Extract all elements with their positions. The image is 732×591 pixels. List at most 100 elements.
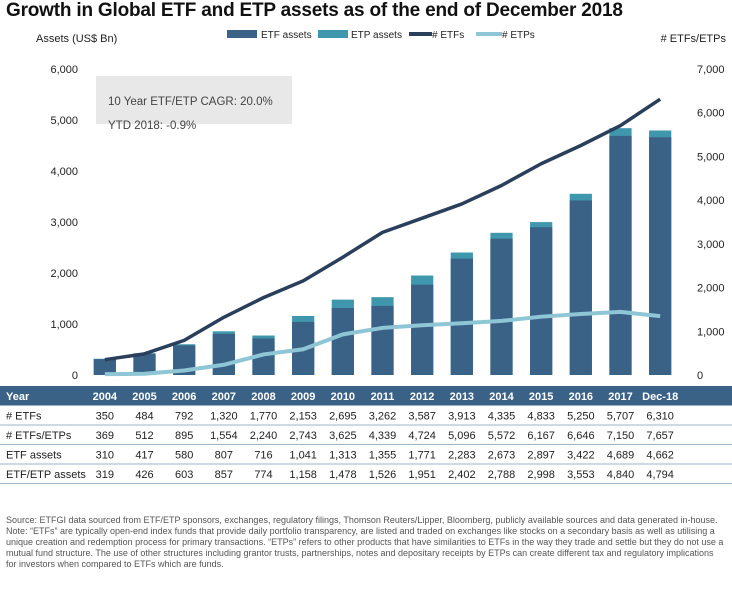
table-cell: 1,478 — [329, 469, 357, 481]
bar-etf-assets — [371, 305, 394, 375]
table-cell: 417 — [135, 450, 153, 462]
y-tick-label: 3,000 — [50, 217, 78, 229]
table-cell: 310 — [96, 450, 114, 462]
y2-tick-label: 6,000 — [697, 108, 725, 120]
table-cell: 5,250 — [567, 411, 595, 423]
table-header-year: 2007 — [212, 391, 236, 403]
table-cell: 484 — [135, 411, 153, 423]
table-header-year: 2011 — [371, 391, 395, 403]
table-header-year: 2012 — [410, 391, 434, 403]
legend-label-etp-assets: ETP assets — [351, 30, 402, 41]
table-cell: 6,310 — [646, 411, 674, 423]
table-cell: 4,724 — [408, 430, 436, 442]
table-row-label: # ETFs — [6, 411, 42, 423]
table-header-year: 2015 — [529, 391, 553, 403]
bar-etf-assets — [530, 227, 553, 375]
table-cell: 774 — [254, 469, 272, 481]
legend-swatch-etf-assets — [227, 30, 257, 38]
table-header-year: Dec-18 — [642, 391, 678, 403]
table-header-year: 2013 — [450, 391, 474, 403]
table-cell: 4,833 — [527, 411, 555, 423]
table-cell: 3,422 — [567, 450, 595, 462]
table-cell: 426 — [135, 469, 153, 481]
table-cell: 6,167 — [527, 430, 555, 442]
table-cell: 4,840 — [607, 469, 635, 481]
table-header-year: 2014 — [489, 391, 514, 403]
bar-etf-assets — [450, 258, 473, 375]
bar-etf-assets — [609, 135, 632, 375]
bar-etf-assets — [569, 200, 592, 375]
line-etps-count — [104, 309, 661, 377]
table-cell: 1,951 — [408, 469, 436, 481]
bar-etf-assets — [93, 359, 116, 375]
table-cell: 2,788 — [488, 469, 516, 481]
table-cell: 512 — [135, 430, 153, 442]
table-cell: 857 — [215, 469, 233, 481]
table-header-year: 2010 — [331, 391, 355, 403]
table-header-label: Year — [6, 391, 30, 403]
table-cell: 4,794 — [646, 469, 674, 481]
y-tick-label: 0 — [72, 370, 78, 382]
table-cell: 5,572 — [488, 430, 516, 442]
table-cell: 2,283 — [448, 450, 476, 462]
bar-etf-assets — [133, 353, 156, 375]
chart: Assets (US$ Bn) # ETFs/ETPs ETF assets ETP … — [0, 30, 732, 484]
table-cell: 3,587 — [408, 411, 436, 423]
table-cell: 7,150 — [607, 430, 635, 442]
bar-etf-assets — [490, 238, 513, 375]
table-cell: 3,913 — [448, 411, 476, 423]
table-cell: 2,402 — [448, 469, 476, 481]
bar-etf-assets — [649, 137, 672, 375]
table-cell: 5,707 — [607, 411, 635, 423]
y2-tick-label: 5,000 — [697, 151, 725, 163]
table-header-year: 2009 — [291, 391, 315, 403]
table-cell: 895 — [175, 430, 193, 442]
table-header-row — [0, 386, 732, 406]
y2-tick-label: 3,000 — [697, 239, 725, 251]
table-cell: 7,657 — [646, 430, 674, 442]
y2-tick-label: 1,000 — [697, 326, 725, 338]
table-cell: 1,041 — [289, 450, 317, 462]
y-tick-label: 2,000 — [50, 268, 78, 280]
y-tick-label: 5,000 — [50, 115, 78, 127]
bar-etf-assets — [252, 338, 275, 375]
table-cell: 807 — [215, 450, 233, 462]
bar-etf-assets — [411, 284, 434, 375]
bar-etf-assets — [331, 308, 354, 375]
table-cell: 1,158 — [289, 469, 317, 481]
table-cell: 1,771 — [408, 450, 436, 462]
table-header-year: 2016 — [569, 391, 593, 403]
y2-axis-title: # ETFs/ETPs — [661, 33, 727, 45]
table-cell: 4,662 — [646, 450, 674, 462]
table-cell: 3,625 — [329, 430, 357, 442]
table-cell: 4,689 — [607, 450, 635, 462]
table-cell: 1,770 — [250, 411, 278, 423]
table-cell: 2,153 — [289, 411, 317, 423]
y-tick-label: 1,000 — [50, 319, 78, 331]
annotation-cagr: 10 Year ETF/ETP CAGR: 20.0% — [108, 96, 273, 108]
source-notes: Source: ETFGI data sourced from ETF/ETP … — [6, 515, 726, 570]
table-cell: 350 — [96, 411, 114, 423]
table-cell: 1,526 — [369, 469, 397, 481]
table-cell: 319 — [96, 469, 114, 481]
table-cell: 1,554 — [210, 430, 238, 442]
table-cell: 3,553 — [567, 469, 595, 481]
y2-tick-label: 2,000 — [697, 283, 725, 295]
table-cell: 2,743 — [289, 430, 317, 442]
table-cell: 792 — [175, 411, 193, 423]
table-cell: 1,355 — [369, 450, 397, 462]
y-tick-label: 4,000 — [50, 166, 78, 178]
table-header-year: 2004 — [93, 391, 118, 403]
table-cell: 1,313 — [329, 450, 357, 462]
table-cell: 4,335 — [488, 411, 516, 423]
table-header-year: 2005 — [132, 391, 156, 403]
table-cell: 716 — [254, 450, 272, 462]
annotation-box — [96, 76, 292, 124]
table-row-label: # ETFs/ETPs — [6, 430, 72, 442]
table-cell: 369 — [96, 430, 114, 442]
legend-label-etfs-count: # ETFs — [432, 30, 464, 41]
table-cell: 2,673 — [488, 450, 516, 462]
table-cell: 3,262 — [369, 411, 397, 423]
y-axis-title: Assets (US$ Bn) — [36, 33, 117, 45]
line-etfs-count — [104, 97, 662, 362]
